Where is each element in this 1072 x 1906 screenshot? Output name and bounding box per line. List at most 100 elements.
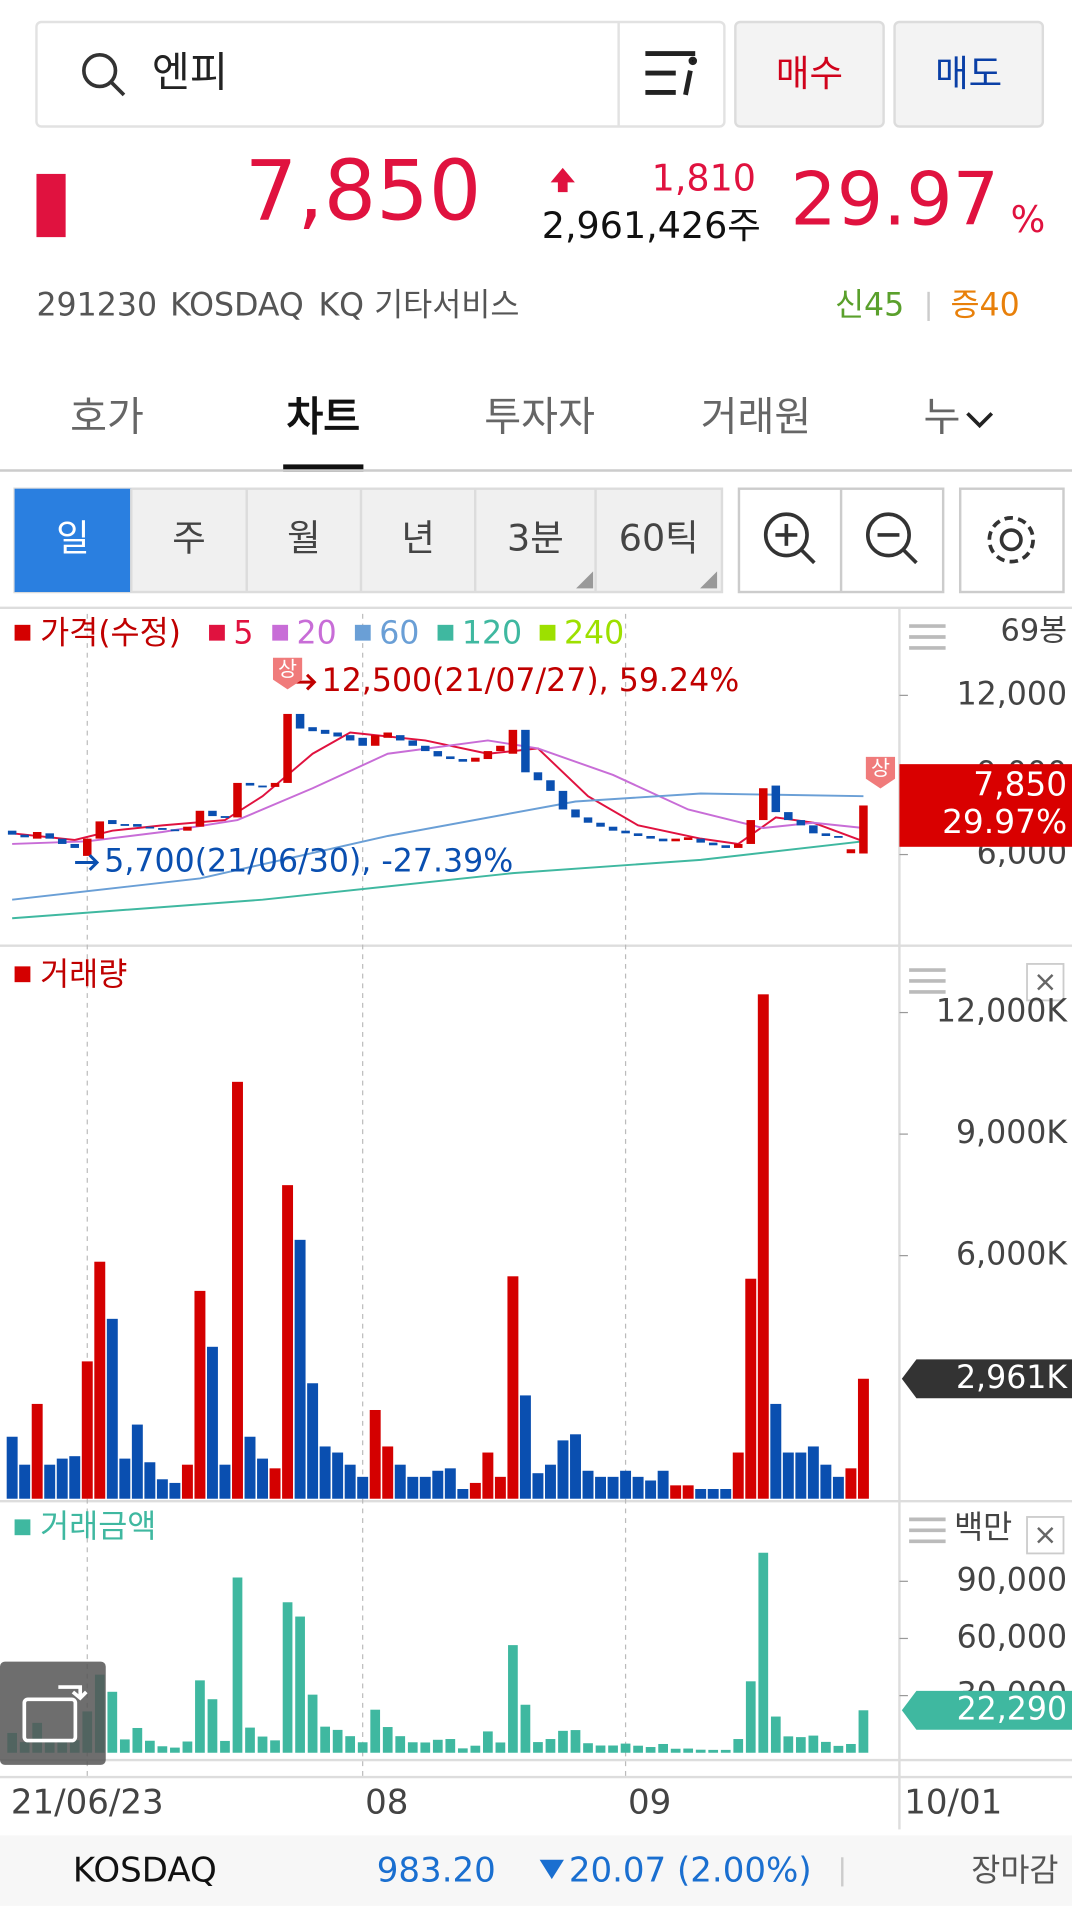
volume-bar <box>81 1361 93 1499</box>
candle <box>183 826 192 831</box>
amount-bar <box>633 1745 643 1753</box>
candle <box>258 785 267 788</box>
candle <box>220 816 230 818</box>
amount-bar <box>658 1743 668 1753</box>
limit-up-badge <box>272 657 303 690</box>
volume-bar <box>432 1470 444 1499</box>
candle <box>170 829 180 832</box>
rotate-button[interactable] <box>0 1661 106 1765</box>
volume-bar <box>770 1403 782 1499</box>
candle <box>320 729 330 734</box>
search-box[interactable] <box>35 20 726 128</box>
volume-bar <box>44 1464 56 1499</box>
candle <box>721 845 730 848</box>
period-button[interactable]: 60틱 <box>619 516 699 559</box>
volume-bar <box>795 1452 807 1499</box>
period-active <box>14 488 132 593</box>
legend-label[interactable]: 120 <box>462 616 522 652</box>
amount-bar <box>708 1749 719 1753</box>
legend-label[interactable]: 240 <box>564 616 624 652</box>
tab[interactable]: 누 <box>924 394 961 440</box>
candle <box>859 805 868 854</box>
amount-bar <box>257 1736 268 1753</box>
stock-code: 291230 <box>36 287 157 323</box>
candle <box>20 834 29 838</box>
x-tick-label: 08 <box>365 1782 408 1822</box>
volume-bar <box>244 1436 256 1499</box>
amount-bar <box>395 1736 406 1753</box>
badge-margin: 증40 <box>950 287 1019 323</box>
amount-bar <box>370 1709 381 1753</box>
candle <box>295 713 305 729</box>
volume-bar <box>169 1482 181 1499</box>
candle <box>608 826 618 831</box>
candle <box>771 785 781 813</box>
candle <box>708 842 718 846</box>
settings-button[interactable] <box>958 487 1065 594</box>
volume-bar <box>307 1383 319 1499</box>
search-text: 엔피 <box>152 48 228 96</box>
candle <box>521 729 530 773</box>
amount-bar <box>307 1694 318 1753</box>
volume-bar <box>106 1318 118 1499</box>
period-button[interactable]: 3분 <box>507 516 564 559</box>
tab[interactable]: 투자자 <box>484 394 595 440</box>
amount-bar <box>570 1730 581 1753</box>
menu-icon[interactable] <box>645 51 698 96</box>
up-arrow <box>550 167 575 193</box>
volume-bar <box>632 1476 644 1499</box>
candle <box>158 828 167 830</box>
amount-bar <box>670 1748 681 1753</box>
amount-bar <box>119 1739 130 1753</box>
buy-button[interactable] <box>734 20 885 128</box>
candle <box>245 782 255 786</box>
tab[interactable]: 호가 <box>70 394 144 440</box>
tab[interactable]: 차트 <box>286 394 360 440</box>
volume-bar <box>745 1278 757 1499</box>
volume-bar <box>857 1378 869 1499</box>
candle <box>345 735 355 741</box>
current-price-box <box>899 764 1072 847</box>
search-icon <box>82 52 118 89</box>
ma-line <box>12 739 864 845</box>
sell-button[interactable] <box>893 20 1045 128</box>
candle <box>821 833 831 836</box>
volume-bar <box>519 1395 531 1499</box>
current-value-label: 2,961K <box>956 1360 1068 1396</box>
volume-bar <box>832 1476 844 1499</box>
amount-bar <box>132 1727 143 1753</box>
candle <box>233 782 242 818</box>
tab-more-chevron[interactable] <box>966 412 994 429</box>
y-tick-label: 60,000 <box>957 1619 1068 1655</box>
period-button[interactable]: 일 <box>56 516 90 559</box>
candle <box>70 843 80 848</box>
candle <box>658 838 668 842</box>
legend-label[interactable]: 20 <box>297 616 337 652</box>
volume-bar <box>206 1346 218 1499</box>
volume-bar <box>670 1485 682 1499</box>
amount-bar <box>144 1740 155 1753</box>
index-name: KOSDAQ <box>73 1850 217 1890</box>
gear-icon <box>987 516 1035 564</box>
candle <box>133 824 142 827</box>
candle <box>433 751 443 757</box>
legend-label[interactable]: 5 <box>233 616 253 652</box>
period-button[interactable]: 월 <box>287 516 321 559</box>
volume-bar <box>357 1476 369 1499</box>
candle <box>370 735 380 746</box>
volume-bar <box>294 1239 306 1499</box>
volume-bar <box>119 1458 131 1499</box>
amount-bar <box>558 1730 568 1753</box>
volume-bar <box>494 1476 506 1499</box>
period-buttons: 일 주 월 년 3분 60틱 <box>14 488 699 593</box>
volume-bar <box>682 1485 694 1499</box>
volume-bar <box>444 1468 456 1499</box>
legend-label[interactable]: 60 <box>379 616 419 652</box>
chart-area: 21/06/23 08 09 10/01 12,500(21/07/27), 59.24… <box>0 607 1072 1830</box>
tab[interactable]: 거래원 <box>701 394 812 440</box>
period-button[interactable]: 년 <box>401 516 435 559</box>
volume-bar <box>6 1436 18 1499</box>
period-button[interactable]: 주 <box>172 516 206 559</box>
current-value-box <box>901 1359 1072 1399</box>
amount-bar <box>821 1741 831 1753</box>
